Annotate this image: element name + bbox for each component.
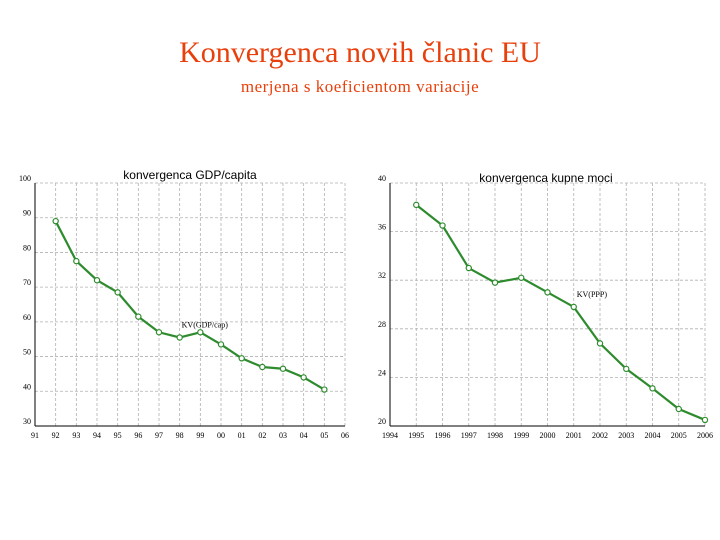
data-point — [259, 363, 266, 371]
y-tick-label: 40 — [23, 382, 31, 391]
data-point — [649, 385, 656, 392]
y-tick-label: 50 — [23, 348, 31, 357]
x-tick-label: 2006 — [697, 431, 713, 440]
data-point — [491, 279, 499, 286]
data-point — [701, 416, 709, 424]
y-tick-label: 40 — [378, 174, 386, 183]
chart-title: konvergenca kupne moci — [479, 171, 612, 185]
data-point — [570, 303, 577, 311]
x-tick-label: 92 — [52, 431, 60, 440]
x-tick-label: 00 — [217, 431, 225, 440]
x-tick-label: 93 — [72, 431, 80, 440]
x-tick-label: 98 — [176, 431, 184, 440]
y-tick-label: 32 — [378, 271, 386, 280]
y-tick-label: 20 — [378, 417, 386, 426]
x-tick-label: 94 — [93, 431, 101, 440]
x-tick-label: 1999 — [513, 431, 529, 440]
slide-title: Konvergenca novih članic EU — [179, 36, 541, 69]
x-tick-label: 05 — [320, 431, 328, 440]
x-tick-label: 2001 — [566, 431, 582, 440]
series-line — [54, 220, 325, 391]
y-tick-label: 30 — [23, 417, 31, 426]
x-tick-label: 2002 — [592, 431, 608, 440]
x-tick-label: 03 — [279, 431, 287, 440]
x-tick-label: 91 — [31, 431, 39, 440]
y-tick-label: 70 — [23, 278, 31, 287]
data-point — [465, 264, 472, 272]
data-point — [413, 201, 420, 209]
data-point — [321, 386, 328, 393]
chart-gdp-capita: konvergenca GDP/capita100908070605040309… — [19, 168, 349, 440]
x-tick-label: 02 — [258, 431, 266, 440]
x-tick-label: 04 — [300, 431, 308, 440]
data-point — [217, 341, 225, 348]
series-line — [415, 204, 706, 421]
data-point — [596, 340, 604, 347]
x-tick-label: 96 — [134, 431, 142, 440]
y-tick-label: 36 — [378, 223, 386, 232]
y-tick-label: 28 — [378, 320, 386, 329]
data-point — [135, 313, 142, 320]
chart-purchasing-power: konvergenca kupne moci 40 36 32 28 24 20 1994 19… — [378, 171, 713, 440]
chart-title: konvergenca GDP/capita — [123, 168, 257, 182]
x-tick-label: 01 — [238, 431, 246, 440]
y-tick-label: 60 — [23, 313, 31, 322]
series-label: KV(GDP/cap) — [182, 320, 229, 329]
x-tick-label: 99 — [196, 431, 204, 440]
x-tick-label: 95 — [114, 431, 122, 440]
x-tick-label: 1997 — [461, 431, 477, 440]
x-tick-label: 2004 — [645, 431, 661, 440]
data-point — [279, 365, 287, 372]
data-point — [114, 289, 121, 296]
y-tick-label: 80 — [23, 243, 31, 252]
data-point — [544, 289, 551, 296]
y-tick-label: 100 — [19, 174, 31, 183]
data-point — [623, 365, 630, 373]
data-point — [176, 334, 183, 341]
data-point — [675, 405, 682, 413]
x-tick-label: 97 — [155, 431, 163, 440]
series-label: KV(PPP) — [577, 290, 608, 299]
x-tick-label: 1998 — [487, 431, 503, 440]
x-tick-label: 1994 — [382, 431, 398, 440]
x-tick-label: 1995 — [408, 431, 424, 440]
data-point — [518, 274, 525, 281]
data-point — [93, 276, 101, 284]
y-tick-label: 24 — [378, 368, 386, 377]
data-point — [238, 355, 245, 362]
x-tick-label: 2003 — [618, 431, 634, 440]
data-point — [73, 257, 80, 265]
data-point — [155, 329, 163, 336]
x-tick-label: 2000 — [540, 431, 556, 440]
data-point — [439, 222, 446, 229]
x-tick-label: 1996 — [435, 431, 451, 440]
data-point — [197, 329, 204, 336]
slide-subtitle: merjena s koeficientom variacije — [240, 77, 480, 96]
y-tick-label: 90 — [23, 209, 31, 218]
x-tick-label: 06 — [341, 431, 349, 440]
data-point — [52, 217, 59, 225]
data-point — [300, 374, 307, 381]
x-tick-label: 2005 — [671, 431, 687, 440]
